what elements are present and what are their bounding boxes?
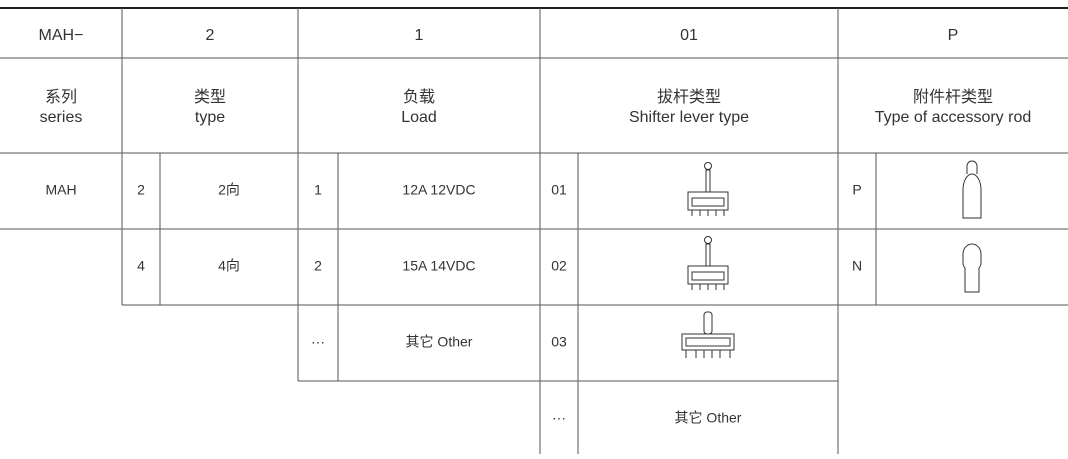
option-code: P [852, 182, 861, 198]
option-label: 4向 [218, 258, 240, 274]
option-code: 02 [551, 258, 567, 274]
option-code: N [852, 258, 862, 274]
rod-icon-n [962, 243, 982, 293]
option-label: 其它 Other [675, 410, 742, 426]
header-label-en: type [195, 109, 225, 126]
grid-lines [0, 8, 1068, 454]
header-code: 01 [680, 27, 698, 44]
option-label: 其它 Other [406, 334, 473, 350]
option-code: 03 [551, 334, 567, 350]
header-label-cn: 类型 [194, 88, 226, 106]
header-label-en: Type of accessory rod [875, 109, 1032, 126]
option-label: 12A 12VDC [402, 182, 475, 198]
option-code: 4 [137, 258, 145, 274]
option-code: ··· [311, 334, 325, 350]
option-code: 2 [137, 182, 145, 198]
header-label-en: Shifter lever type [629, 109, 749, 126]
option-code: 2 [314, 258, 322, 274]
header-label-en: Load [401, 109, 437, 126]
lever-icon-01 [687, 162, 729, 216]
series-option: MAH [45, 182, 76, 198]
header-code: P [948, 27, 959, 44]
lever-icon-02 [687, 236, 729, 290]
header-code: 2 [206, 27, 215, 44]
header-label-cn: 系列 [45, 88, 77, 106]
header-label-en: series [40, 109, 83, 126]
header-label-cn: 拔杆类型 [657, 88, 721, 106]
option-label: 2向 [218, 182, 240, 198]
lever-icon-03 [681, 311, 735, 358]
header-code: 1 [415, 27, 424, 44]
option-code: 1 [314, 182, 322, 198]
option-code: 01 [551, 182, 567, 198]
header-label-cn: 附件杆类型 [913, 88, 993, 106]
header-label-cn: 负载 [403, 88, 435, 106]
option-code: ··· [552, 410, 566, 426]
header-code: MAH− [39, 27, 84, 44]
rod-icon-p [962, 160, 982, 219]
option-label: 15A 14VDC [402, 258, 475, 274]
